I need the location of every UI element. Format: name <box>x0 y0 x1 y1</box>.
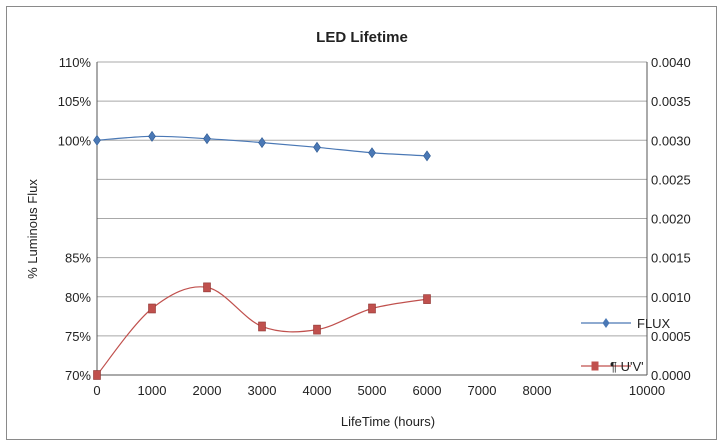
x-axis-title: LifeTime (hours) <box>341 414 435 429</box>
x-tick-label: 7000 <box>468 383 497 398</box>
right-tick-label: 0.0010 <box>651 290 691 305</box>
x-tick-label: 8000 <box>523 383 552 398</box>
left-tick-label: 110% <box>59 55 92 70</box>
data-point-flux <box>148 130 156 142</box>
x-tick-label: 10000 <box>629 383 665 398</box>
data-point-flux <box>423 150 431 162</box>
series-layer <box>93 130 431 380</box>
x-tick-label: 3000 <box>248 383 277 398</box>
x-tick-label: 6000 <box>413 383 442 398</box>
data-point-flux <box>368 147 376 159</box>
gridlines <box>96 61 648 376</box>
legend-label-uv: ¶ U'V' <box>610 359 644 374</box>
chart-frame: LED Lifetime 70% 75% 80% 85% 100% 105% 110% 0.… <box>6 6 717 440</box>
data-point-flux <box>313 141 321 153</box>
data-point-uv <box>203 282 211 293</box>
legend-label-flux: FLUX <box>637 316 671 331</box>
x-tick-label: 4000 <box>303 383 332 398</box>
legend-marker-flux <box>602 318 610 328</box>
led-lifetime-chart: LED Lifetime 70% 75% 80% 85% 100% 105% 110% 0.… <box>25 29 691 429</box>
data-point-uv <box>148 303 156 314</box>
data-point-uv <box>368 303 376 314</box>
data-point-flux <box>93 134 101 146</box>
left-tick-label: 75% <box>65 329 91 344</box>
x-tick-label: 5000 <box>358 383 387 398</box>
chart-title: LED Lifetime <box>316 29 408 46</box>
left-tick-label: 80% <box>65 290 91 305</box>
right-tick-label: 0.0025 <box>651 172 691 187</box>
right-tick-label: 0.0030 <box>651 133 691 148</box>
data-point-flux <box>258 137 266 149</box>
y-axis-title: % Luminous Flux <box>25 179 40 279</box>
x-tick-label: 2000 <box>193 383 222 398</box>
data-point-uv <box>423 294 431 304</box>
right-tick-label: 0.0005 <box>651 329 691 344</box>
right-tick-label: 0.0000 <box>651 368 691 383</box>
data-point-uv <box>313 324 321 335</box>
data-point-uv <box>258 321 266 332</box>
left-tick-label: 85% <box>65 251 91 266</box>
x-axis-ticks: 0 1000 2000 3000 4000 5000 6000 7000 8000 10000 <box>93 383 665 398</box>
x-tick-label: 0 <box>93 383 100 398</box>
right-tick-label: 0.0020 <box>651 212 691 227</box>
left-tick-label: 100% <box>58 133 92 148</box>
left-axis-ticks: 70% 75% 80% 85% 100% 105% 110% <box>58 55 92 383</box>
legend: FLUX ¶ U'V' <box>581 316 671 374</box>
x-tick-label: 1000 <box>138 383 167 398</box>
data-point-flux <box>203 133 211 145</box>
data-point-uv <box>93 370 101 380</box>
right-tick-label: 0.0035 <box>651 94 691 109</box>
right-axis-ticks: 0.0000 0.0005 0.0010 0.0015 0.0020 0.0025 0.00… <box>651 55 691 383</box>
right-tick-label: 0.0040 <box>651 55 691 70</box>
right-tick-label: 0.0015 <box>651 251 691 266</box>
legend-marker-uv <box>591 361 599 371</box>
left-tick-label: 105% <box>58 94 92 109</box>
left-tick-label: 70% <box>65 368 91 383</box>
